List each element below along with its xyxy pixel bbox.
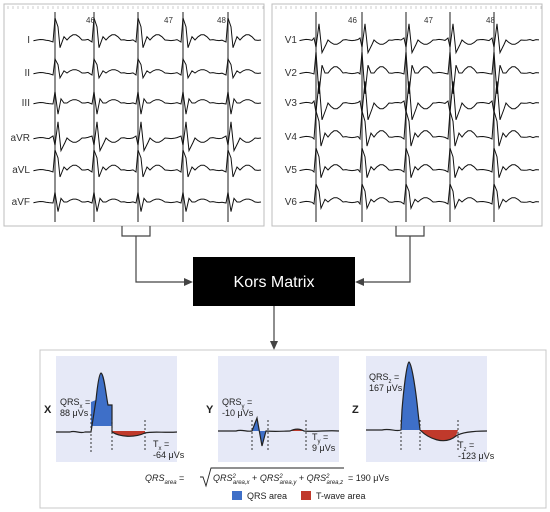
lead-label-I: I xyxy=(27,35,30,46)
legend-label-twave: T-wave area xyxy=(316,491,366,501)
lead-label-V5: V5 xyxy=(285,165,298,176)
qrs-area-y-neg xyxy=(259,431,266,446)
axis-label-y: Y xyxy=(206,404,214,416)
ecg-trace-V4 xyxy=(299,110,540,147)
left-bracket xyxy=(121,226,151,237)
lead-label-V2: V2 xyxy=(285,68,298,79)
qrs-label-y: QRSy = xyxy=(222,397,252,410)
ecg-trace-V6 xyxy=(299,183,540,211)
flow-connectors xyxy=(121,226,425,343)
formula-result: = 190 μVs xyxy=(348,473,389,483)
lead-label-V6: V6 xyxy=(285,197,298,208)
lead-label-V1: V1 xyxy=(285,35,298,46)
ecg-trace-I xyxy=(33,17,262,48)
legend-label-qrs: QRS area xyxy=(247,491,287,501)
qrs-area-x xyxy=(91,373,112,426)
qrs-value-z: 167 μVs xyxy=(369,383,403,393)
beat-number-46-left: 46 xyxy=(86,16,95,25)
lead-label-V3: V3 xyxy=(285,98,298,109)
ecg-trace-aVR xyxy=(33,121,262,153)
twave-area-z xyxy=(420,430,458,441)
t-value-x: -64 μVs xyxy=(153,450,185,460)
ecg-limb-leads-frame xyxy=(3,3,265,227)
t-label-x: Tx = xyxy=(153,439,169,452)
qrs-label-z: QRSz = xyxy=(369,372,399,385)
panel-y-background xyxy=(218,356,339,462)
t-label-z: Tz = xyxy=(458,440,474,453)
right-bracket xyxy=(395,226,425,237)
formula-lhs: QRSarea = xyxy=(145,473,184,486)
beat-number-48-left: 48 xyxy=(217,16,226,25)
legend-swatch-twave xyxy=(301,491,311,500)
left-connector xyxy=(135,236,186,283)
vcg-panel-z: Z QRSz = 167 μVs Tz = -123 μVs xyxy=(352,356,495,462)
ecg-precordial-leads-panel: V1 V2 V3 V4 V5 V6 46 47 48 xyxy=(271,3,543,227)
legend: QRS area T-wave area xyxy=(232,491,366,501)
vcg-panel-x: X QRSx = 88 μVs Tx = -64 μVs xyxy=(44,356,185,462)
panel-z-background xyxy=(366,356,487,462)
lead-label-III: III xyxy=(22,98,30,109)
formula-sqrt-sign xyxy=(200,467,344,488)
t-label-y: Ty = xyxy=(312,432,328,445)
arrowhead-right-in xyxy=(355,278,364,286)
lead-label-V4: V4 xyxy=(285,132,298,143)
vcg-trace-y xyxy=(218,415,340,447)
beat-number-47-left: 47 xyxy=(164,16,173,25)
ecg-grid-left xyxy=(7,6,264,222)
arrowheads xyxy=(184,278,364,350)
qrs-value-x: 88 μVs xyxy=(60,408,89,418)
ecg-trace-V3 xyxy=(299,81,540,120)
vcg-trace-z xyxy=(366,361,488,442)
qrs-area-formula: QRSarea = QRS2 area,x + QRS2 area,y + QRS2… xyxy=(145,467,389,488)
lead-label-II: II xyxy=(24,68,30,79)
panel-x-background xyxy=(56,356,177,462)
axis-label-x: X xyxy=(44,404,52,416)
qrs-value-y: -10 μVs xyxy=(222,408,254,418)
kors-matrix-label: Kors Matrix xyxy=(234,274,315,291)
legend-swatch-qrs xyxy=(232,491,242,500)
arrowhead-left-in xyxy=(184,278,193,286)
formula-radicand: QRS2 area,x + QRS2 area,y + QRS2 area,z xyxy=(213,473,343,486)
ecg-traces-right xyxy=(299,23,540,211)
ecg-trace-III xyxy=(33,91,262,115)
ecg-trace-aVF xyxy=(33,192,262,212)
ecg-trace-V5 xyxy=(299,147,540,178)
kors-matrix-box: Kors Matrix xyxy=(193,257,355,306)
ecg-trace-aVL xyxy=(33,149,262,178)
beat-number-48-right: 48 xyxy=(486,16,495,25)
qrs-label-x: QRSx = xyxy=(60,397,90,410)
arrowhead-down xyxy=(270,341,278,350)
axis-label-z: Z xyxy=(352,404,359,416)
t-value-z: -123 μVs xyxy=(458,451,495,461)
ecg-trace-V1 xyxy=(299,23,540,55)
t-value-y: 9 μVs xyxy=(312,443,336,453)
ecg-trace-II xyxy=(33,57,262,80)
ecg-limb-leads-panel: I II III aVR aVL aVF 46 47 48 xyxy=(3,3,265,227)
beat-number-47-right: 47 xyxy=(424,16,433,25)
beat-number-46-right: 46 xyxy=(348,16,357,25)
ecg-traces-left xyxy=(33,17,262,212)
lead-label-aVF: aVF xyxy=(12,197,30,208)
lead-label-aVL: aVL xyxy=(12,165,30,176)
right-connector xyxy=(362,236,411,283)
vcg-panel-y: Y QRSy = -10 μVs Ty = 9 μVs xyxy=(206,356,340,462)
kors-matrix-box-bg xyxy=(193,257,355,306)
lead-label-aVR: aVR xyxy=(11,133,30,144)
